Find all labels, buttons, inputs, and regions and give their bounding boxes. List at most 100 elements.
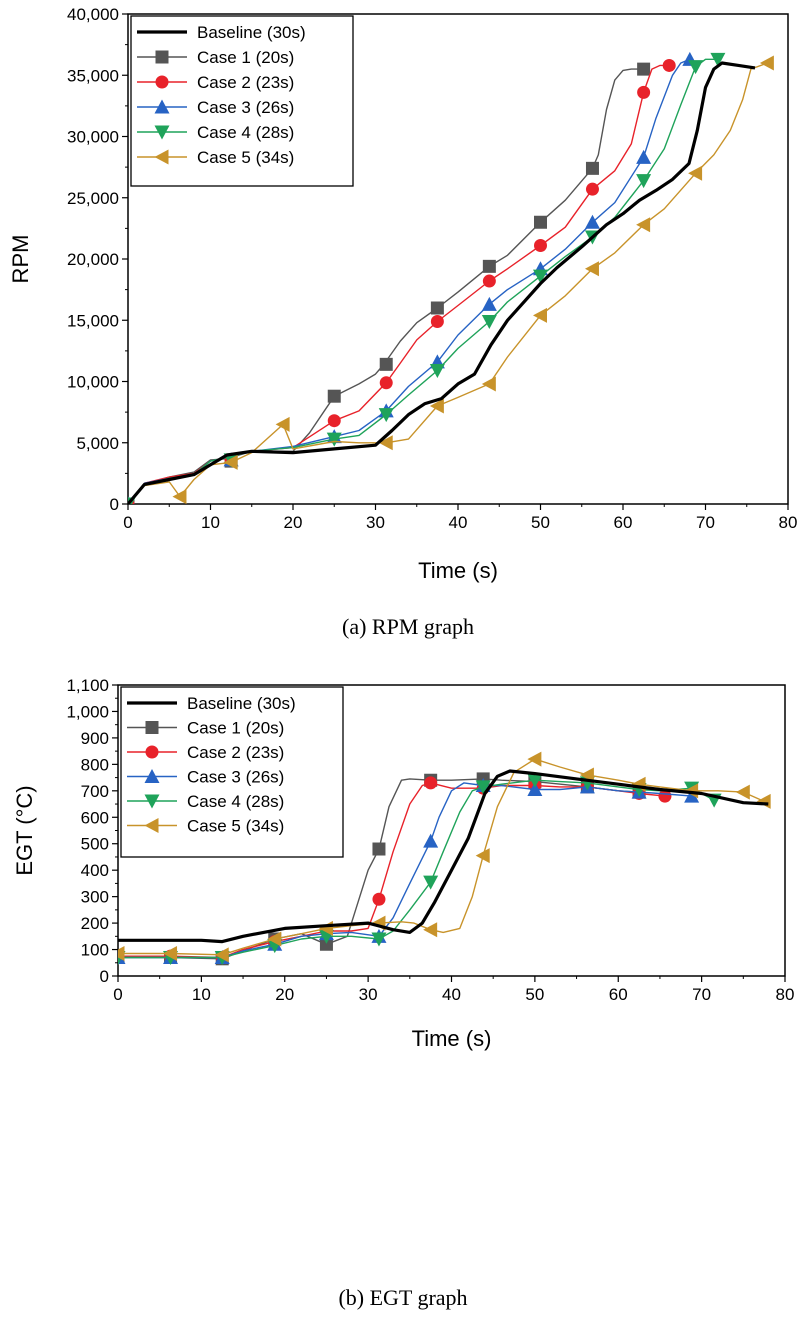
- rpm-data-point: [759, 55, 774, 71]
- rpm-data-point: [378, 408, 394, 423]
- rpm-y-axis-title: RPM: [8, 235, 33, 284]
- egt-y-tick-label: 400: [81, 861, 109, 880]
- egt-legend-marker: [145, 721, 159, 734]
- egt-x-tick-label: 60: [609, 985, 628, 1004]
- egt-x-tick-label: 0: [113, 985, 122, 1004]
- rpm-data-point: [710, 52, 726, 67]
- rpm-y-tick-label: 40,000: [67, 5, 119, 24]
- egt-series-line: [118, 782, 692, 959]
- rpm-series-line: [128, 61, 756, 504]
- rpm-data-point: [326, 432, 342, 447]
- rpm-data-point: [636, 149, 652, 164]
- rpm-x-tick-label: 20: [284, 513, 303, 532]
- egt-data-point: [372, 842, 386, 856]
- egt-x-tick-label: 40: [442, 985, 461, 1004]
- rpm-legend: Baseline (30s) Case 1 (20s) Case 2 (23s) Ca…: [130, 15, 354, 187]
- rpm-legend-label: Case 3 (26s): [197, 98, 294, 117]
- egt-data-point: [371, 932, 387, 947]
- egt-y-axis-title: EGT (°C): [12, 785, 37, 875]
- egt-legend-label: Case 1 (20s): [187, 719, 284, 738]
- rpm-legend-marker: [155, 75, 169, 89]
- egt-data-point: [319, 937, 333, 951]
- rpm-data-point: [482, 274, 496, 288]
- rpm-series-line: [128, 58, 718, 504]
- egt-legend-marker: [145, 745, 159, 759]
- rpm-y-tick-label: 35,000: [67, 66, 119, 85]
- rpm-x-tick-label: 60: [614, 513, 633, 532]
- egt-legend-marker: [144, 818, 159, 833]
- egt-data-point: [424, 776, 438, 790]
- egt-legend-label: Case 3 (26s): [187, 768, 284, 787]
- rpm-data-point: [430, 301, 444, 315]
- rpm-data-point: [327, 414, 341, 428]
- rpm-data-point: [481, 296, 497, 311]
- egt-series-5: [118, 751, 771, 963]
- rpm-data-point: [688, 60, 704, 75]
- rpm-series-0: [128, 61, 756, 504]
- egt-x-tick-label: 10: [192, 985, 211, 1004]
- rpm-data-point: [584, 214, 600, 229]
- egt-data-point: [527, 751, 542, 767]
- rpm-series-4: [128, 52, 726, 504]
- egt-x-axis-title: Time (s): [412, 1026, 492, 1051]
- egt-y-tick-label: 200: [81, 914, 109, 933]
- rpm-legend-label: Case 2 (23s): [197, 73, 294, 92]
- egt-y-tick-label: 800: [81, 755, 109, 774]
- rpm-data-point: [636, 174, 652, 189]
- rpm-x-tick-label: 40: [449, 513, 468, 532]
- rpm-x-tick-label: 30: [366, 513, 385, 532]
- egt-x-tick-label: 30: [359, 985, 378, 1004]
- rpm-data-point: [378, 435, 393, 451]
- egt-data-point: [579, 767, 594, 783]
- egt-data-point: [163, 946, 178, 962]
- rpm-y-tick-label: 15,000: [67, 311, 119, 330]
- egt-y-tick-label: 0: [100, 967, 109, 986]
- rpm-series-2: [128, 58, 676, 504]
- rpm-legend-label: Case 1 (20s): [197, 48, 294, 67]
- egt-y-tick-label: 500: [81, 835, 109, 854]
- egt-data-point: [214, 947, 229, 963]
- rpm-legend-marker: [154, 149, 169, 165]
- rpm-data-point: [585, 182, 599, 196]
- egt-y-tick-label: 1,000: [66, 702, 109, 721]
- egt-series-line: [118, 758, 765, 956]
- rpm-x-axis-title: Time (s): [418, 558, 498, 583]
- rpm-data-point: [637, 85, 651, 99]
- egt-data-point: [475, 780, 491, 795]
- rpm-x-tick-label: 50: [531, 513, 550, 532]
- egt-chart-caption: (b) EGT graph: [338, 1285, 467, 1310]
- egt-y-tick-label: 300: [81, 888, 109, 907]
- egt-x-tick-label: 70: [692, 985, 711, 1004]
- rpm-y-tick-label: 0: [110, 495, 119, 514]
- egt-data-point: [372, 892, 386, 906]
- rpm-data-point: [379, 357, 393, 371]
- rpm-y-tick-label: 25,000: [67, 189, 119, 208]
- rpm-data-point: [637, 62, 651, 76]
- rpm-data-point: [429, 363, 445, 378]
- rpm-data-point: [481, 314, 497, 329]
- rpm-legend-label: Baseline (30s): [197, 23, 306, 42]
- egt-data-point: [658, 789, 672, 803]
- rpm-data-point: [585, 161, 599, 175]
- rpm-legend-marker: [154, 99, 170, 114]
- egt-legend-label: Baseline (30s): [187, 694, 296, 713]
- egt-legend-marker: [144, 769, 160, 783]
- rpm-data-point: [430, 314, 444, 328]
- rpm-data-point: [636, 217, 651, 233]
- egt-data-point: [267, 931, 282, 947]
- egt-legend-label: Case 5 (34s): [187, 817, 284, 836]
- rpm-data-point: [533, 269, 548, 284]
- egt-data-point: [118, 946, 125, 962]
- egt-x-tick-label: 20: [275, 985, 294, 1004]
- egt-series-0: [118, 769, 769, 944]
- egt-data-point: [423, 922, 438, 938]
- egt-y-tick-label: 100: [81, 941, 109, 960]
- rpm-x-tick-label: 10: [201, 513, 220, 532]
- rpm-data-point: [534, 215, 547, 229]
- rpm-x-tick-label: 80: [779, 513, 798, 532]
- egt-data-point: [684, 783, 699, 799]
- egt-legend-label: Case 4 (28s): [187, 792, 284, 811]
- egt-data-point: [423, 875, 439, 890]
- egt-data-point: [735, 784, 750, 800]
- rpm-y-tick-label: 5,000: [76, 434, 119, 453]
